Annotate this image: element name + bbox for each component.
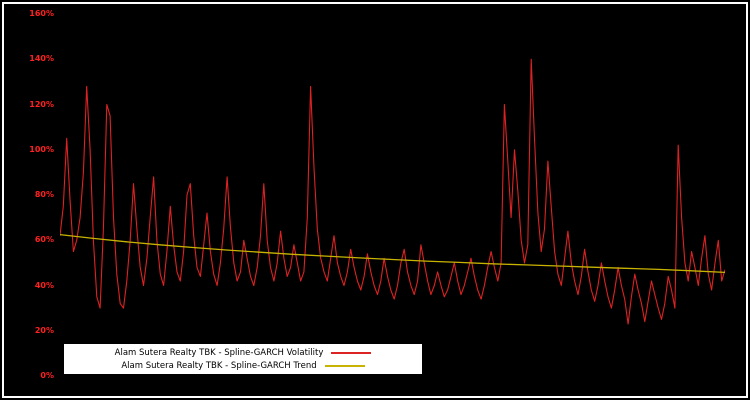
legend-label-volatility: Alam Sutera Realty TBK - Spline-GARCH Vo… — [114, 347, 324, 358]
plot-area — [60, 14, 725, 376]
legend-swatch-volatility-line — [331, 351, 372, 354]
legend-row-volatility: Alam Sutera Realty TBK - Spline-GARCH Vo… — [70, 346, 416, 359]
y-axis-tick-label: 140% — [29, 54, 54, 64]
y-axis-tick-label: 60% — [34, 235, 54, 245]
legend: Alam Sutera Realty TBK - Spline-GARCH Vo… — [64, 344, 422, 374]
volatility-line — [60, 58, 725, 325]
y-axis-tick-label: 120% — [29, 99, 54, 109]
y-axis-tick-label: 0% — [40, 371, 54, 380]
legend-swatch-trend-line — [324, 364, 365, 367]
y-axis-tick-label: 20% — [34, 325, 54, 335]
legend-label-trend: Alam Sutera Realty TBK - Spline-GARCH Tr… — [121, 360, 317, 371]
y-axis-tick-label: 40% — [34, 280, 54, 290]
trend-line — [60, 233, 725, 274]
y-axis-tick-label: 160% — [29, 9, 54, 18]
legend-row-trend: Alam Sutera Realty TBK - Spline-GARCH Tr… — [70, 359, 416, 372]
y-axis-tick-label: 100% — [29, 144, 54, 154]
y-axis-tick-label: 80% — [34, 190, 54, 199]
volatility-chart — [60, 58, 725, 325]
